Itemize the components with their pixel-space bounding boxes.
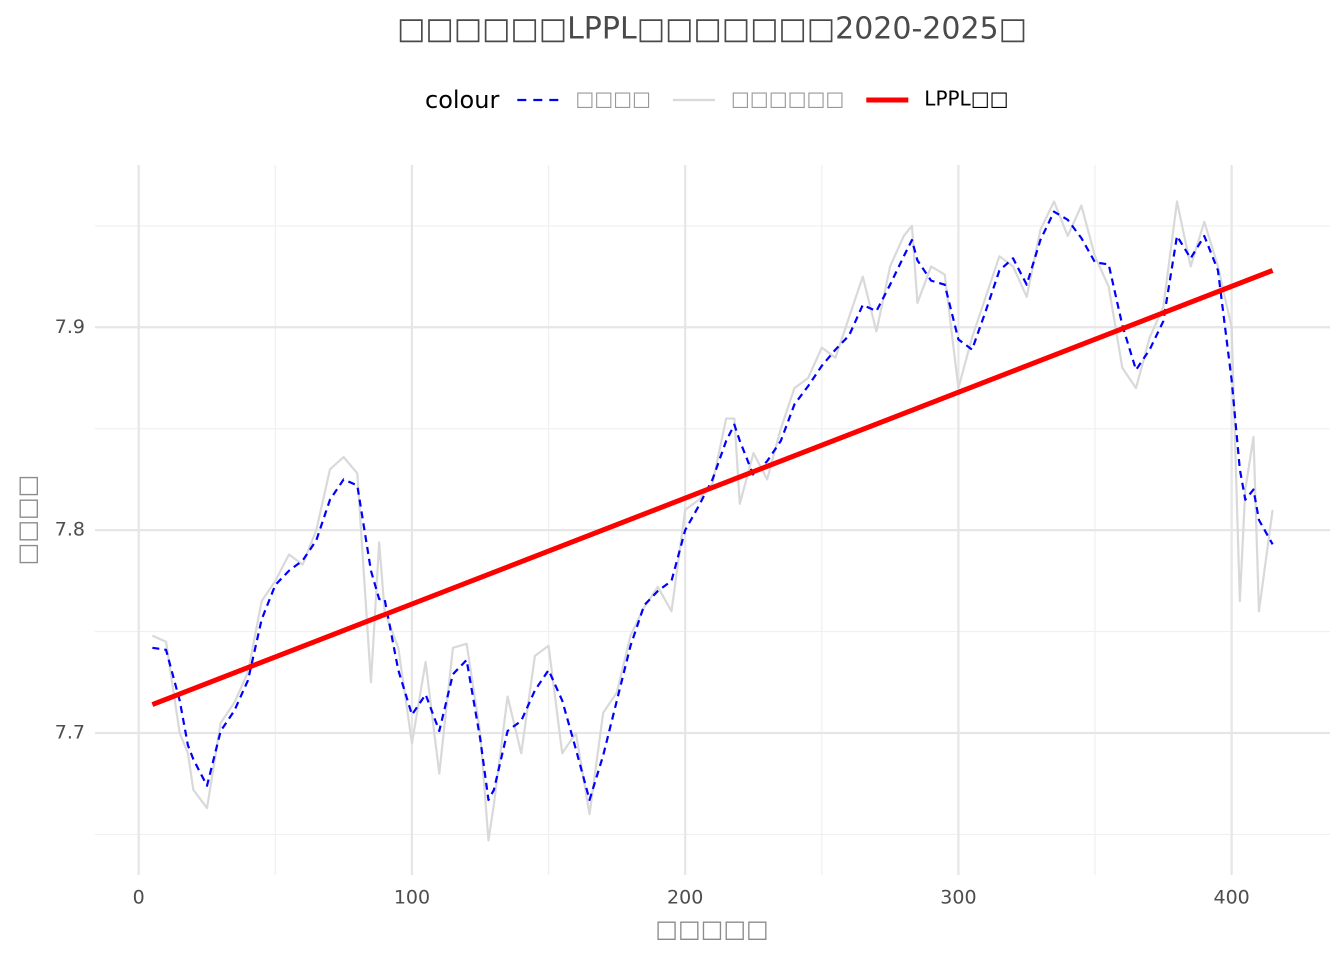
legend-label: LPPL□□ xyxy=(924,87,1008,111)
y-tick-label: 7.8 xyxy=(55,519,85,541)
chart-title: □□□□□□LPPL□□□□□□□2020-2025□ xyxy=(397,12,1027,47)
y-tick-label: 7.9 xyxy=(55,316,85,338)
series-line xyxy=(152,210,1274,802)
grid xyxy=(95,165,1330,875)
series-line xyxy=(151,268,1274,707)
legend: colour □□□□ □□□□□□ LPPL□□ xyxy=(425,86,1009,114)
y-tick-label: 7.7 xyxy=(55,722,85,744)
x-tick-label: 100 xyxy=(394,887,430,909)
x-axis-title: □□□□□ xyxy=(655,915,768,943)
x-tick-label: 0 xyxy=(133,887,145,909)
y-axis-title: □□□□ xyxy=(13,475,41,566)
legend-label: □□□□□□ xyxy=(731,87,844,111)
legend-label: □□□□ xyxy=(575,87,651,111)
legend-title: colour xyxy=(425,86,499,114)
x-tick-label: 200 xyxy=(667,887,703,909)
x-tick-label: 300 xyxy=(940,887,976,909)
series-line xyxy=(151,200,1274,842)
x-tick-label: 400 xyxy=(1214,887,1250,909)
plot-area xyxy=(151,200,1274,842)
